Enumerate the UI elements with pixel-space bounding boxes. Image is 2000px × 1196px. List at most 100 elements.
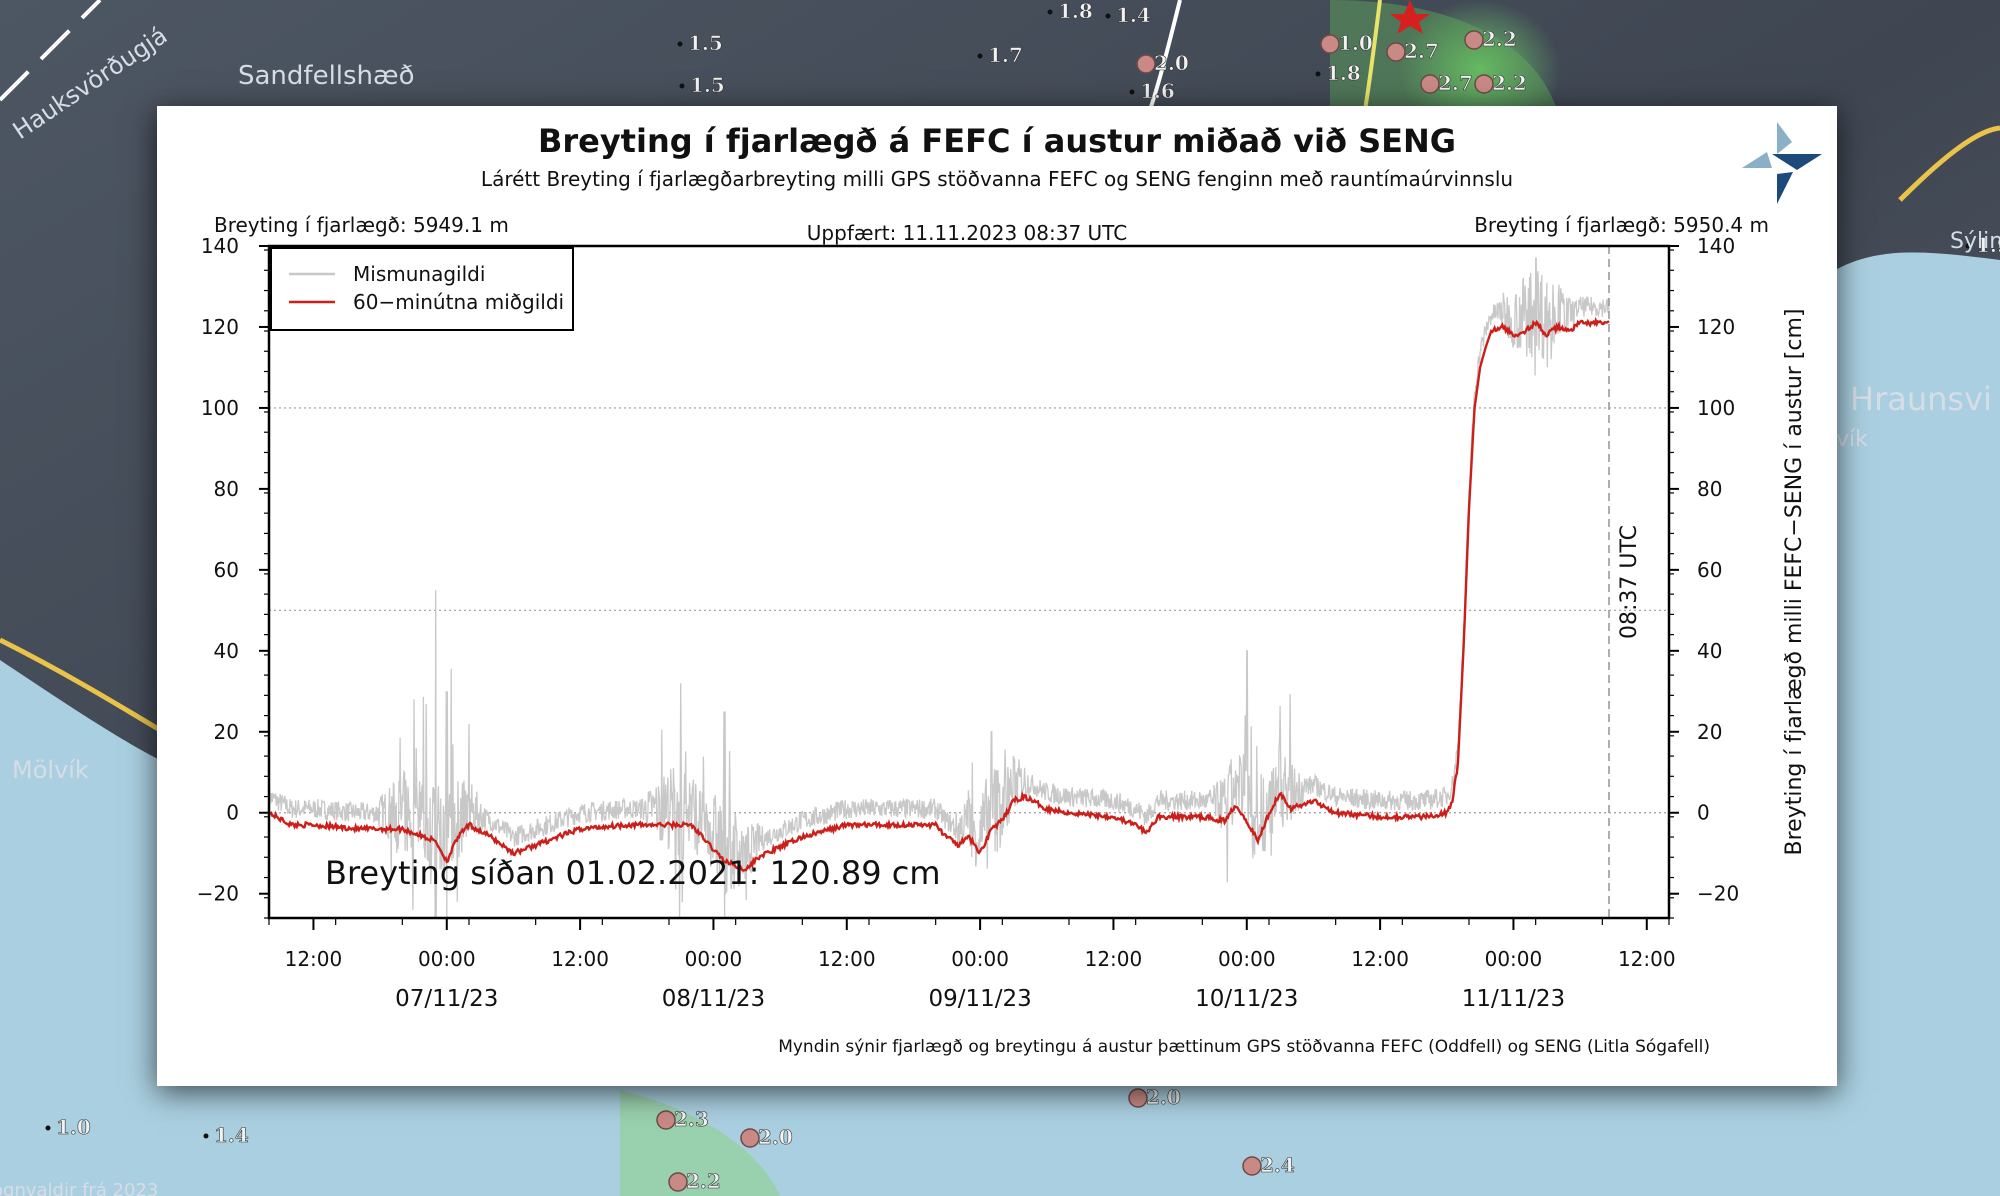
series-line-raw	[268, 257, 1610, 919]
svg-text:2.0: 2.0	[1154, 51, 1189, 75]
chart-panel: Breyting í fjarlægð á FEFC í austur miða…	[157, 106, 1837, 1086]
svg-text:1.5: 1.5	[688, 31, 723, 55]
map-label-sylingarfell: Sýlingarfell	[1950, 229, 2000, 254]
y-tick-label-right: 80	[1697, 477, 1722, 501]
map-label-molvik: Mölvík	[12, 756, 89, 784]
y-tick-label-right: 0	[1697, 801, 1710, 825]
y-tick-label-left: 120	[201, 315, 239, 339]
map-quake-marker: 2.7	[1420, 71, 1473, 95]
x-tick-label: 12:00	[1618, 947, 1676, 971]
x-tick-label: 00:00	[1218, 947, 1276, 971]
map-quake-marker: 2.0	[1136, 51, 1189, 75]
map-quake-marker: 1.4	[203, 1123, 249, 1147]
y-tick-label-left: 40	[214, 639, 239, 663]
x-tick-label: 00:00	[1485, 947, 1543, 971]
map-quake-marker: 1.5	[679, 73, 725, 97]
map-quake-marker: 2.2	[668, 1169, 721, 1193]
left-distance-info: Breyting í fjarlægð: 5949.1 m	[214, 213, 509, 237]
map-quake-marker: 1.0	[45, 1115, 91, 1139]
y-axis-label: Breyting í fjarlægð milli FEFC−SENG í au…	[1782, 308, 1807, 855]
plot-area	[267, 246, 1669, 919]
y-tick-label-left: 140	[201, 234, 239, 258]
updated-timestamp: Uppfært: 11.11.2023 08:37 UTC	[807, 221, 1127, 245]
svg-text:2.3: 2.3	[674, 1107, 709, 1131]
y-tick-label-right: −20	[1697, 882, 1739, 906]
map-quake-marker: 2.0	[740, 1125, 793, 1149]
x-tick-label: 00:00	[951, 947, 1009, 971]
map-quake-marker: 2.3	[656, 1107, 709, 1131]
marker-label: 08:37 UTC	[1617, 525, 1642, 639]
svg-text:2.4: 2.4	[1260, 1153, 1295, 1177]
y-tick-label-left: 60	[214, 558, 239, 582]
legend: Mismunagildi 60−minútna miðgildi	[270, 247, 574, 331]
map-label-sandfellshaed: Sandfellshæð	[238, 61, 414, 91]
map-label-credit: ögnvaldir frá 2023	[0, 1180, 158, 1196]
y-tick-label-right: 40	[1697, 639, 1722, 663]
x-date-label: 10/11/23	[1195, 986, 1298, 1012]
map-quake-marker: 1.9	[1965, 233, 2000, 257]
map-quake-marker: 2.7	[1386, 39, 1439, 63]
map-quake-marker: 2.0	[1128, 1085, 1181, 1109]
x-date-label: 09/11/23	[928, 986, 1031, 1012]
y-tick-label-left: 20	[214, 720, 239, 744]
chart-subtitle: Lárétt Breyting í fjarlægðarbreyting mil…	[481, 167, 1513, 191]
svg-text:1.4: 1.4	[1116, 3, 1151, 27]
x-tick-label: 00:00	[685, 947, 743, 971]
chart-caption: Myndin sýnir fjarlægð og breytingu á aus…	[778, 1037, 1710, 1057]
map-label-hraunsvik: Hraunsvi	[1850, 380, 1992, 418]
y-tick-label-right: 140	[1697, 234, 1735, 258]
svg-text:1.0: 1.0	[56, 1115, 91, 1139]
map-label-vik: vík	[1836, 427, 1868, 452]
svg-text:2.7: 2.7	[1438, 71, 1473, 95]
svg-text:1.8: 1.8	[1326, 61, 1361, 85]
svg-text:1.8: 1.8	[1058, 0, 1093, 23]
svg-text:2.2: 2.2	[686, 1169, 721, 1193]
svg-text:1.4: 1.4	[214, 1123, 249, 1147]
svg-text:1.6: 1.6	[1140, 79, 1175, 103]
svg-text:2.2: 2.2	[1482, 27, 1517, 51]
x-date-label: 11/11/23	[1462, 986, 1565, 1012]
x-tick-label: 12:00	[1085, 947, 1143, 971]
map-quake-marker: 1.0	[1320, 31, 1373, 55]
map-quake-marker: 1.6	[1129, 79, 1175, 103]
svg-text:2.0: 2.0	[1146, 1085, 1181, 1109]
gps-distance-chart: Breyting í fjarlægð á FEFC í austur miða…	[197, 122, 1822, 1057]
map-quake-marker: 1.5	[677, 31, 723, 55]
x-tick-label: 12:00	[551, 947, 609, 971]
y-tick-label-right: 60	[1697, 558, 1722, 582]
x-tick-label: 12:00	[1351, 947, 1409, 971]
svg-text:2.7: 2.7	[1404, 39, 1439, 63]
x-tick-label: 12:00	[285, 947, 343, 971]
y-tick-label-right: 20	[1697, 720, 1722, 744]
x-tick-label: 12:00	[818, 947, 876, 971]
annotation-total-change: Breyting síðan 01.02.2021: 120.89 cm	[325, 854, 941, 892]
x-date-label: 08/11/23	[662, 986, 765, 1012]
chart-title: Breyting í fjarlægð á FEFC í austur miða…	[538, 122, 1456, 160]
right-distance-info: Breyting í fjarlægð: 5950.4 m	[1474, 213, 1769, 237]
map-quake-marker: 1.8	[1047, 0, 1093, 23]
series-line-median	[267, 316, 1610, 872]
y-tick-label-left: −20	[197, 882, 239, 906]
x-date-label: 07/11/23	[395, 986, 498, 1012]
svg-text:1.9: 1.9	[1976, 233, 2000, 257]
map-quake-marker: 1.7	[977, 43, 1023, 67]
y-tick-label-right: 120	[1697, 315, 1735, 339]
svg-text:2.2: 2.2	[1492, 71, 1527, 95]
y-tick-label-left: 0	[226, 801, 239, 825]
y-tick-label-left: 100	[201, 396, 239, 420]
svg-text:2.0: 2.0	[758, 1125, 793, 1149]
imo-logo	[1742, 122, 1822, 204]
map-quake-marker: 1.8	[1315, 61, 1361, 85]
svg-text:1.0: 1.0	[1338, 31, 1373, 55]
y-tick-label-right: 100	[1697, 396, 1735, 420]
map-quake-marker: 2.2	[1464, 27, 1517, 51]
x-tick-label: 00:00	[418, 947, 476, 971]
legend-label-raw: Mismunagildi	[353, 262, 485, 286]
map-quake-marker: 1.4	[1105, 3, 1151, 27]
svg-text:1.5: 1.5	[690, 73, 725, 97]
legend-label-median: 60−minútna miðgildi	[353, 290, 564, 314]
map-star-marker	[1390, 0, 1430, 34]
plot-frame	[267, 244, 1671, 920]
map-quake-marker: 2.4	[1242, 1153, 1295, 1177]
y-tick-label-left: 80	[214, 477, 239, 501]
